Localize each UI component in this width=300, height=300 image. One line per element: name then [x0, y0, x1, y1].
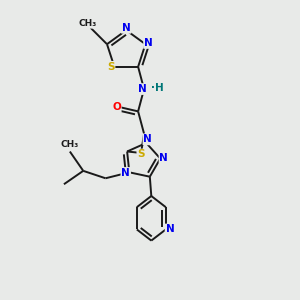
- Text: ·H: ·H: [151, 83, 163, 94]
- Text: N: N: [122, 23, 130, 33]
- Text: N: N: [138, 84, 147, 94]
- Text: N: N: [144, 38, 153, 48]
- Text: CH₃: CH₃: [79, 19, 97, 28]
- Text: N: N: [166, 224, 174, 235]
- Text: N: N: [122, 168, 130, 178]
- Text: S: S: [137, 149, 145, 160]
- Text: S: S: [107, 62, 115, 72]
- Text: N: N: [160, 153, 168, 163]
- Text: N: N: [143, 134, 152, 144]
- Text: CH₃: CH₃: [61, 140, 79, 148]
- Text: O: O: [112, 102, 121, 112]
